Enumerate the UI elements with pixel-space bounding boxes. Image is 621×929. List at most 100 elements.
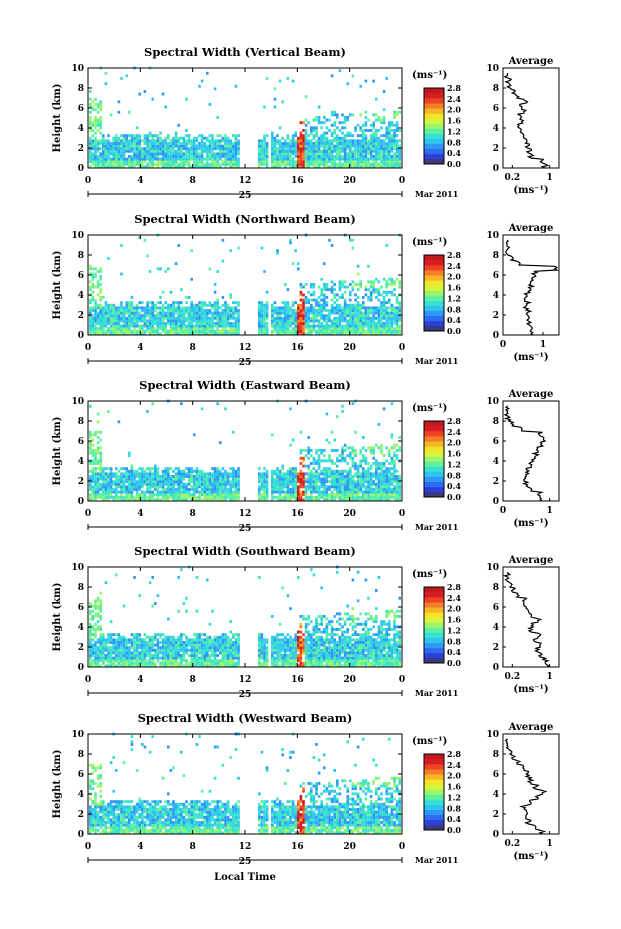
heatmap-cell	[146, 490, 149, 494]
heatmap-cell	[362, 152, 365, 156]
heatmap-cell	[304, 123, 308, 127]
heatmap-cell	[258, 157, 261, 161]
heatmap-cell	[208, 324, 212, 328]
average-y-tick-label: 10	[486, 64, 499, 74]
heatmap-cell	[341, 144, 344, 148]
heatmap-cell	[297, 319, 300, 323]
heatmap-cell	[367, 327, 370, 331]
heatmap-cell	[299, 316, 303, 320]
x-tick-label: 4	[137, 509, 143, 519]
heatmap-cell	[346, 303, 349, 307]
heatmap-cell	[213, 165, 217, 169]
heatmap-cell	[130, 142, 134, 145]
heatmap-cell	[234, 152, 238, 156]
heatmap-cell	[94, 490, 97, 494]
heatmap-cell	[216, 485, 219, 489]
heatmap-cell	[278, 498, 282, 502]
heatmap-cell	[130, 311, 134, 315]
heatmap-cell	[206, 493, 209, 497]
heatmap-cell	[395, 495, 399, 499]
heatmap-cell	[289, 306, 292, 310]
heatmap-cell	[167, 472, 170, 476]
heatmap-cell	[395, 314, 399, 318]
heatmap-cell	[120, 498, 123, 502]
heatmap-cell	[169, 314, 173, 318]
heatmap-cell	[148, 147, 152, 151]
heatmap-cell	[107, 309, 110, 312]
heatmap-cell	[130, 136, 134, 140]
heatmap-cell	[156, 160, 160, 164]
heatmap-cell	[234, 495, 238, 499]
heatmap-cell	[367, 475, 370, 478]
heatmap-cell	[317, 462, 321, 465]
heatmap-cell	[294, 498, 297, 502]
heatmap-cell	[307, 311, 310, 315]
heatmap-cell	[159, 485, 162, 489]
heatmap-cell	[174, 319, 178, 323]
y-tick-label: 0	[78, 497, 84, 507]
heatmap-cell	[336, 144, 339, 148]
heatmap-cell	[226, 309, 230, 312]
heatmap-cell	[317, 332, 321, 336]
heatmap-cell	[284, 139, 287, 143]
heatmap-cell	[96, 480, 100, 484]
heatmap-cell	[193, 152, 196, 156]
heatmap-cell	[172, 498, 175, 502]
heatmap-cell	[310, 155, 313, 158]
heatmap-cell	[94, 664, 97, 668]
heatmap-cell	[260, 160, 264, 164]
heatmap-cell	[206, 314, 209, 318]
heatmap-cell	[330, 306, 334, 310]
heatmap-cell	[112, 498, 115, 502]
heatmap-cell	[135, 134, 139, 138]
heatmap-cell	[328, 454, 331, 458]
heatmap-cell	[343, 280, 347, 284]
heatmap-cell	[190, 327, 193, 331]
heatmap-cell	[369, 155, 373, 158]
heatmap-cell	[325, 131, 329, 135]
heatmap-cell	[325, 283, 329, 286]
heatmap-cell	[159, 498, 162, 502]
heatmap-cell	[364, 462, 368, 465]
heatmap-cell	[388, 454, 391, 458]
heatmap-cell	[96, 596, 100, 600]
heatmap-cell	[107, 149, 110, 153]
heatmap-cell	[346, 157, 349, 161]
heatmap-cell	[307, 144, 310, 148]
heatmap-cell	[395, 454, 399, 458]
heatmap-cell	[195, 306, 199, 310]
heatmap-cell	[99, 152, 102, 156]
heatmap-cell	[325, 412, 329, 416]
heatmap-cell	[180, 157, 183, 161]
heatmap-cell	[393, 123, 396, 127]
heatmap-cell	[135, 472, 139, 476]
heatmap-cell	[349, 160, 352, 164]
heatmap-cell	[237, 322, 240, 325]
heatmap-cell	[177, 144, 180, 148]
heatmap-cell	[343, 488, 347, 491]
heatmap-cell	[265, 155, 269, 158]
heatmap-cell	[372, 136, 375, 140]
heatmap-cell	[377, 298, 381, 302]
heatmap-cell	[299, 303, 303, 307]
heatmap-cell	[385, 324, 388, 328]
heatmap-cell	[333, 449, 336, 452]
heatmap-cell	[104, 165, 108, 169]
heatmap-cell	[364, 498, 368, 502]
heatmap-cell	[315, 134, 318, 138]
heatmap-cell	[289, 469, 292, 473]
heatmap-cell	[393, 475, 396, 478]
heatmap-cell	[385, 129, 388, 132]
heatmap-cell	[206, 475, 209, 478]
heatmap-cell	[96, 441, 100, 445]
heatmap-cell	[99, 116, 102, 119]
colorbar-tick-label: 0.8	[447, 470, 461, 480]
heatmap-cell	[323, 147, 326, 151]
heatmap-cell	[323, 472, 326, 476]
heatmap-cell	[180, 147, 183, 151]
heatmap-cell	[216, 147, 219, 151]
heatmap-cell	[125, 472, 128, 476]
heatmap-cell	[213, 311, 217, 315]
heatmap-cell	[291, 472, 295, 476]
heatmap-cell	[102, 493, 105, 497]
